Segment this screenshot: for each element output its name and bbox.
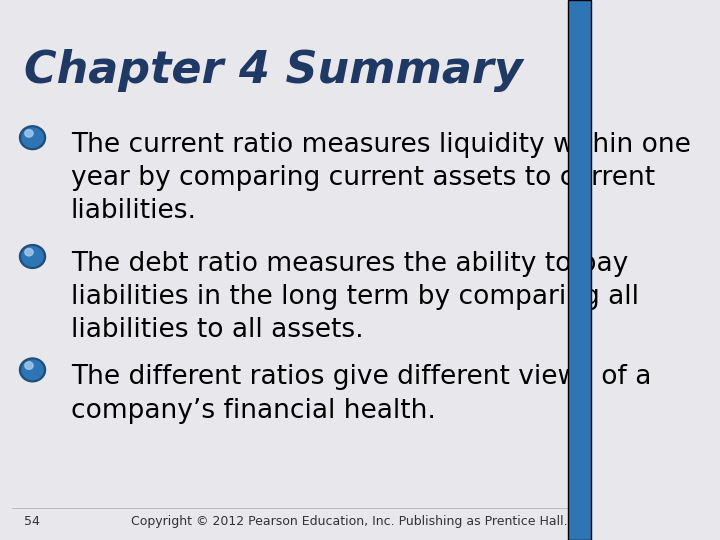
Text: Chapter 4 Summary: Chapter 4 Summary xyxy=(24,49,523,92)
Text: The debt ratio measures the ability to pay
liabilities in the long term by compa: The debt ratio measures the ability to p… xyxy=(71,251,639,343)
Circle shape xyxy=(22,247,43,266)
Circle shape xyxy=(22,360,43,380)
Circle shape xyxy=(19,245,45,268)
Circle shape xyxy=(22,128,43,147)
Text: 54: 54 xyxy=(24,515,40,528)
Circle shape xyxy=(19,358,45,382)
Circle shape xyxy=(24,130,33,137)
Text: The different ratios give different views of a
company’s financial health.: The different ratios give different view… xyxy=(71,364,652,423)
Circle shape xyxy=(24,248,33,256)
Circle shape xyxy=(19,126,45,150)
Circle shape xyxy=(24,362,33,369)
FancyBboxPatch shape xyxy=(567,0,591,540)
Text: The current ratio measures liquidity within one
year by comparing current assets: The current ratio measures liquidity wit… xyxy=(71,132,690,224)
Text: Copyright © 2012 Pearson Education, Inc. Publishing as Prentice Hall.: Copyright © 2012 Pearson Education, Inc.… xyxy=(131,515,567,528)
